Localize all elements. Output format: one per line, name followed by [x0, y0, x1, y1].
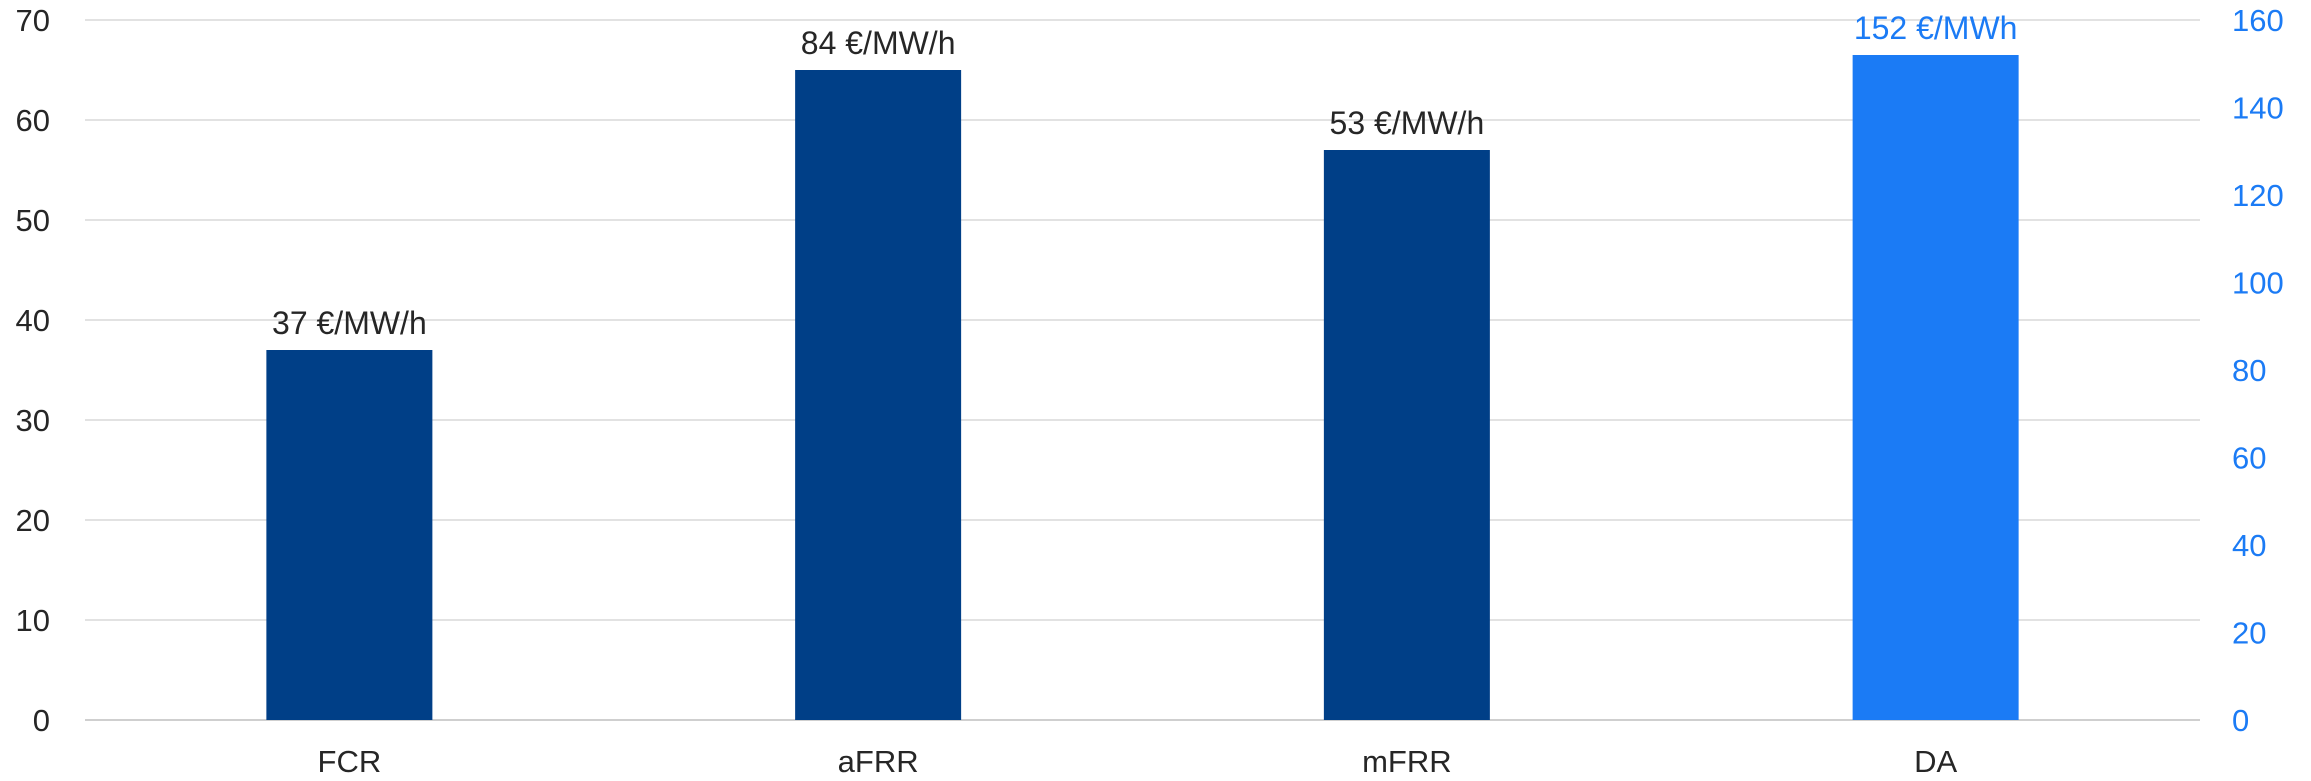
bar-afrr — [795, 70, 962, 720]
left-axis-tick-label: 50 — [16, 203, 50, 238]
bars — [266, 55, 2019, 720]
right-axis-tick-label: 80 — [2232, 353, 2266, 388]
left-axis-tick-label: 60 — [16, 103, 50, 138]
data-label-mfrr: 53 €/MW/h — [1330, 105, 1485, 141]
category-label-fcr: FCR — [318, 744, 382, 779]
data-labels: 37 €/MW/h 84 €/MW/h 53 €/MW/h 152 €/MWh — [272, 10, 2017, 341]
data-label-fcr: 37 €/MW/h — [272, 305, 427, 341]
data-label-da: 152 €/MWh — [1854, 10, 2018, 46]
right-axis-tick-label: 0 — [2232, 703, 2249, 738]
left-axis-tick-label: 30 — [16, 403, 50, 438]
x-axis-categories: FCR aFRR mFRR DA — [318, 744, 1958, 779]
right-axis-tick-label: 140 — [2232, 91, 2284, 126]
left-axis-tick-label: 40 — [16, 303, 50, 338]
bar-da — [1852, 55, 2019, 720]
bar-fcr — [266, 350, 433, 720]
bar-mfrr — [1323, 150, 1490, 720]
right-axis-tick-label: 160 — [2232, 3, 2284, 38]
left-axis-tick-label: 70 — [16, 3, 50, 38]
right-axis-tick-label: 40 — [2232, 528, 2266, 563]
category-label-afrr: aFRR — [838, 744, 919, 779]
gridlines — [85, 19, 2200, 721]
right-axis-tick-label: 60 — [2232, 441, 2266, 476]
left-y-axis: 0 10 20 30 40 50 60 70 — [16, 3, 50, 738]
right-axis-tick-label: 120 — [2232, 178, 2284, 213]
right-axis-tick-label: 100 — [2232, 266, 2284, 301]
category-label-mfrr: mFRR — [1362, 744, 1452, 779]
left-axis-tick-label: 20 — [16, 503, 50, 538]
category-label-da: DA — [1914, 744, 1957, 779]
left-axis-tick-label: 0 — [33, 703, 50, 738]
data-label-afrr: 84 €/MW/h — [801, 25, 956, 61]
right-y-axis: 0 20 40 60 80 100 120 140 160 — [2232, 3, 2284, 738]
left-axis-tick-label: 10 — [16, 603, 50, 638]
right-axis-tick-label: 20 — [2232, 616, 2266, 651]
